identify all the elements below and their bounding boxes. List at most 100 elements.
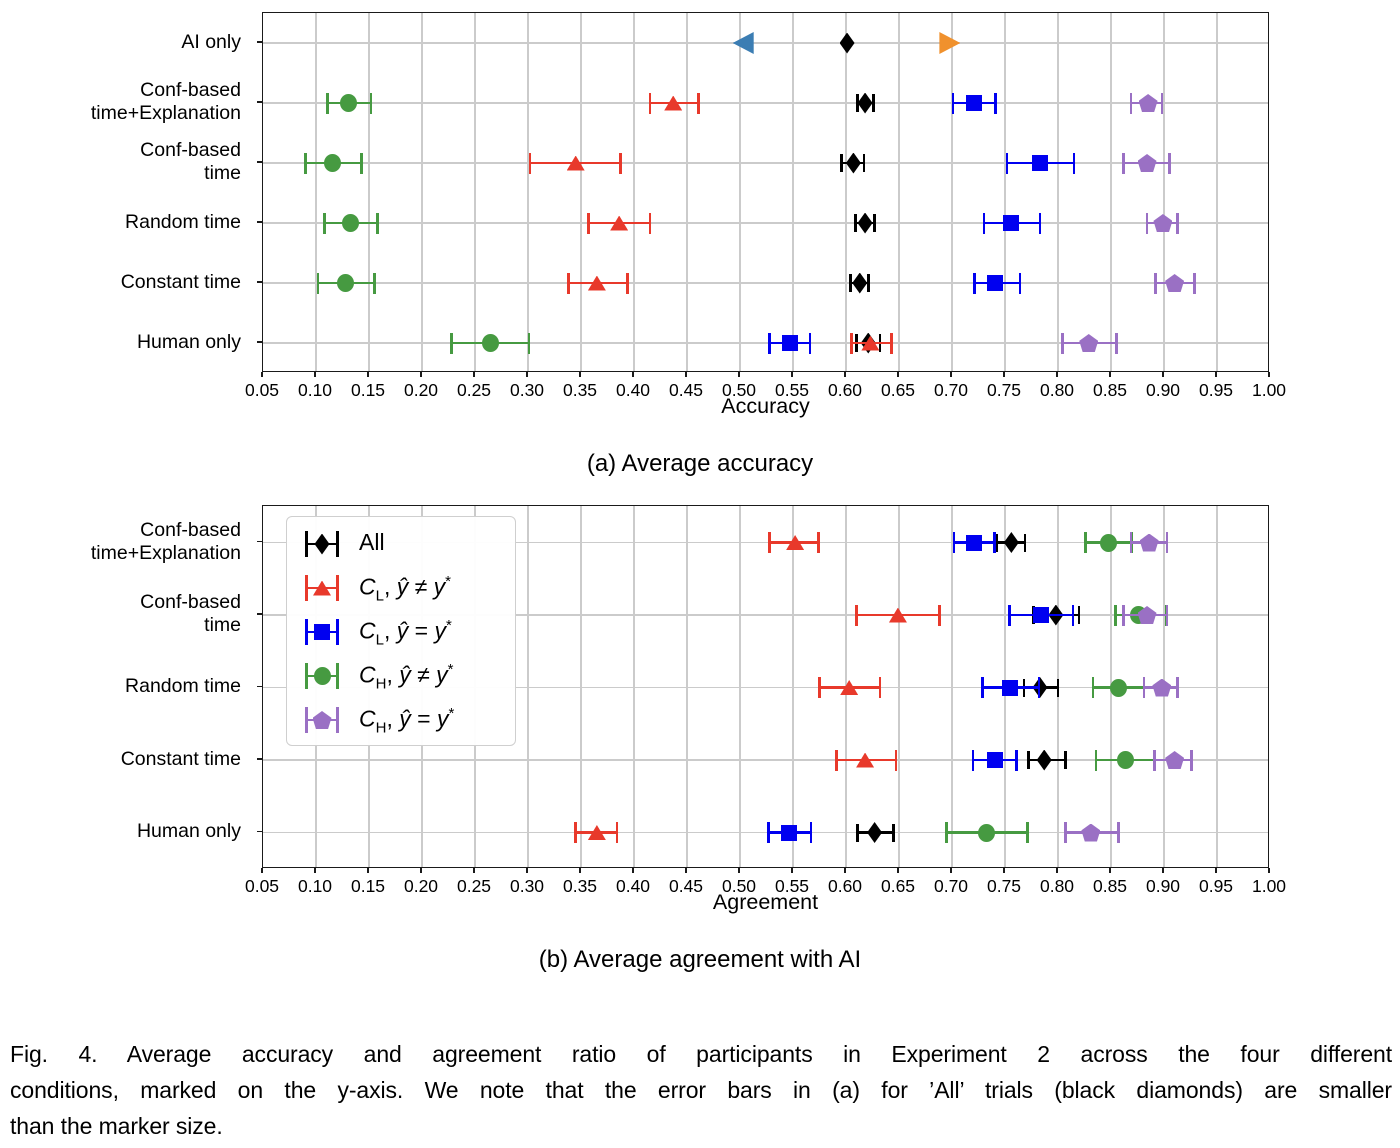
error-bar-cap-low	[840, 154, 844, 172]
error-bar-cap-high	[1072, 152, 1076, 174]
error-bar-cap-low	[1007, 604, 1011, 626]
error-bar-cap-high	[1037, 677, 1041, 698]
vertical-gridline	[1110, 13, 1112, 371]
legend-marker-pentagon	[305, 698, 339, 742]
x-tick-mark	[1162, 868, 1164, 873]
error-bar-cap-low	[1153, 749, 1156, 771]
x-tick-mark	[1268, 868, 1270, 873]
category-label: Random time	[125, 210, 241, 233]
legend-marker-square	[305, 610, 339, 654]
error-bar-cap-low	[1094, 749, 1098, 771]
category-label: Conf-based time+Explanation	[90, 79, 241, 124]
x-tick-mark	[473, 868, 475, 873]
x-tick-mark	[1268, 372, 1270, 377]
ai-low-threshold	[732, 32, 754, 54]
vertical-gridline	[739, 13, 741, 371]
marker-square	[966, 95, 983, 111]
x-tick-label: 0.95	[1198, 380, 1234, 400]
marker-circle	[342, 214, 360, 232]
x-tick-label: 1.00	[1251, 380, 1287, 400]
x-tick-label: 0.70	[933, 380, 969, 400]
ai-accuracy	[839, 32, 855, 54]
caption-line-3: than the marker size.	[10, 1113, 223, 1139]
error-bar-cap-low	[1122, 604, 1125, 626]
error-bar-cap-low	[982, 212, 986, 234]
category-label: Constant time	[120, 747, 241, 770]
horizontal-gridline	[263, 686, 1268, 689]
x-tick-mark	[526, 868, 528, 873]
x-tick-mark	[526, 372, 528, 377]
x-tick-label: 0.55	[774, 380, 810, 400]
marker-diamond	[857, 212, 873, 234]
error-bar-cap-high	[894, 749, 898, 771]
error-bar-cap-high	[1071, 604, 1075, 626]
x-tick-label: 0.55	[774, 876, 810, 896]
vertical-gridline	[474, 13, 476, 371]
vertical-gridline	[792, 13, 794, 371]
x-tick-mark	[632, 372, 634, 377]
marker-pentagon	[1153, 214, 1173, 232]
error-bar-cap-low	[951, 92, 955, 114]
error-bar-cap-high	[892, 823, 895, 842]
x-tick-mark	[314, 372, 316, 377]
error-bar-cap-high	[1056, 678, 1060, 697]
vertical-gridline	[1004, 13, 1006, 371]
legend-marker-circle	[305, 654, 339, 698]
legend-error-cap-low	[305, 707, 308, 733]
error-bar-cap-high	[993, 532, 996, 553]
caption-line-2: conditions, marked on the y-axis. We not…	[10, 1077, 1392, 1103]
x-tick-label: 0.35	[562, 876, 598, 896]
error-bar-cap-high	[937, 604, 941, 626]
legend-item: CL, ŷ ≠ y*	[287, 566, 515, 610]
x-tick-label: 0.05	[244, 876, 280, 896]
legend-label: CL, ŷ = y*	[359, 617, 452, 649]
horizontal-gridline	[263, 282, 1268, 284]
marker-square	[780, 824, 797, 841]
error-bar-cap-high	[615, 822, 619, 843]
legend-item: CL, ŷ = y*	[287, 610, 515, 654]
vertical-gridline	[633, 506, 635, 867]
horizontal-gridline	[263, 102, 1268, 104]
error-bar-cap-low	[972, 272, 976, 294]
marker-diamond	[857, 92, 873, 114]
error-bar-cap-high	[360, 152, 363, 174]
error-bar-cap-low	[1113, 604, 1117, 626]
marker-pentagon	[1138, 94, 1158, 112]
x-tick-mark	[1215, 868, 1217, 873]
error-bar-cap-low	[1005, 152, 1009, 174]
vertical-gridline	[368, 13, 370, 371]
y-tick-mark	[257, 101, 262, 103]
x-tick-mark	[738, 868, 740, 873]
error-bar-cap-low	[855, 604, 858, 626]
x-tick-mark	[420, 868, 422, 873]
x-tick-mark	[844, 372, 846, 377]
x-tick-label: 0.60	[827, 380, 863, 400]
error-bar-cap-low	[768, 532, 771, 553]
x-tick-mark	[1056, 372, 1058, 377]
y-tick-mark	[257, 221, 262, 223]
agreement-axis-label: Agreement	[712, 890, 819, 914]
y-tick-mark	[257, 161, 262, 163]
horizontal-gridline	[263, 759, 1268, 761]
legend-error-cap-high	[336, 619, 339, 645]
error-bar-cap-high	[1023, 533, 1027, 552]
error-bar-cap-low	[848, 274, 852, 292]
category-label: Conf-based time+Explanation	[90, 518, 241, 564]
x-tick-label: 0.65	[880, 876, 916, 896]
marker-pentagon	[1152, 678, 1172, 697]
error-bar-cap-high	[697, 92, 700, 114]
vertical-gridline	[792, 506, 794, 867]
error-bar-cap-low	[1129, 92, 1133, 114]
error-bar-cap-high	[1064, 751, 1067, 769]
error-bar-cap-high	[808, 332, 812, 354]
vertical-gridline	[951, 506, 953, 867]
error-bar-cap-high	[1190, 749, 1193, 771]
x-tick-mark	[367, 868, 369, 873]
marker-circle	[482, 334, 500, 352]
error-bar-cap-high	[1165, 604, 1169, 626]
x-tick-label: 0.35	[562, 380, 598, 400]
error-bar-cap-low	[304, 152, 307, 174]
vertical-gridline	[686, 13, 688, 371]
ai-high-threshold	[939, 32, 961, 54]
x-tick-label: 0.90	[1145, 380, 1181, 400]
